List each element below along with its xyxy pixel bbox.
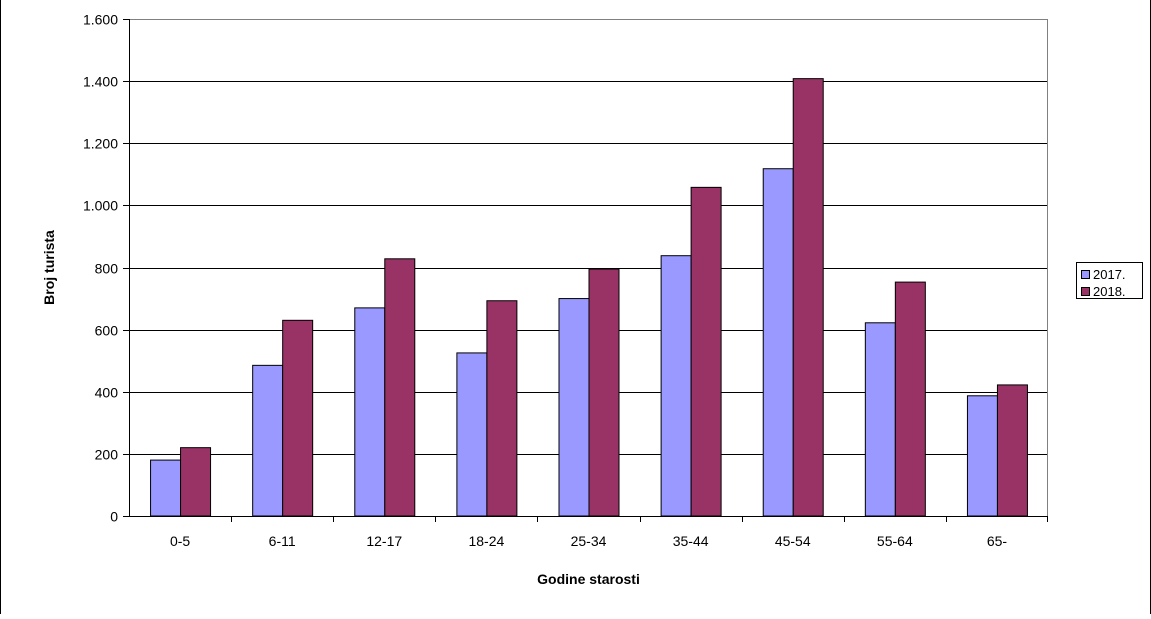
legend-label-2018: 2018. (1093, 284, 1126, 299)
x-tick-label: 55-64 (877, 533, 913, 549)
bar-2018-25-34 (588, 268, 620, 517)
y-axis-title: Broj turista (41, 230, 57, 305)
bar-2017-55-64 (864, 322, 896, 517)
y-tick-label: 0 (110, 509, 118, 525)
legend-label-2017: 2017. (1093, 267, 1126, 282)
x-tick-label: 6-11 (269, 533, 296, 549)
x-tick-label: 35-44 (673, 533, 709, 549)
bar-2017-18-24 (456, 352, 488, 517)
axes: 0 200 400 600 800 1.000 1.200 1.400 1.600 0-5 6-11… (83, 12, 1048, 549)
bars (150, 78, 1028, 517)
y-tick-label: 400 (95, 385, 119, 401)
bar-2017-6-11 (252, 364, 284, 517)
x-tick-label: 18-24 (468, 533, 504, 549)
bar-2017-12-17 (354, 307, 386, 517)
y-tick-label: 600 (95, 323, 119, 339)
x-tick-label: 12-17 (366, 533, 402, 549)
bar-2018-12-17 (384, 258, 416, 517)
bar-2017-45-54 (762, 168, 794, 517)
bar-2017-25-34 (558, 298, 590, 517)
y-tick-label: 1.400 (83, 74, 118, 90)
y-tick-label: 1.600 (83, 12, 118, 28)
bar-2017-65- (966, 395, 998, 517)
y-tick-label: 200 (95, 447, 119, 463)
legend-swatch-2017 (1081, 270, 1090, 279)
bar-2018-35-44 (690, 186, 722, 517)
y-tick-label: 1.000 (83, 198, 118, 214)
legend: 2017. 2018. (1076, 262, 1143, 299)
bar-2017-0-5 (150, 459, 182, 517)
bar-2018-55-64 (894, 281, 926, 517)
x-tick-label: 45-54 (775, 533, 811, 549)
bar-2018-65- (996, 384, 1028, 517)
bar-2018-18-24 (486, 300, 518, 517)
x-tick-label: 0-5 (170, 533, 190, 549)
y-tick-label: 800 (95, 261, 119, 277)
x-tick-label: 25-34 (571, 533, 607, 549)
x-tick-label: 65- (987, 533, 1008, 549)
bar-2018-6-11 (282, 319, 314, 517)
bar-2018-0-5 (180, 447, 212, 517)
legend-swatch-2018 (1081, 287, 1090, 296)
y-tick-label: 1.200 (83, 136, 118, 152)
bar-2018-45-54 (792, 78, 824, 517)
x-axis-title: Godine starosti (537, 571, 640, 587)
bar-2017-35-44 (660, 255, 692, 517)
